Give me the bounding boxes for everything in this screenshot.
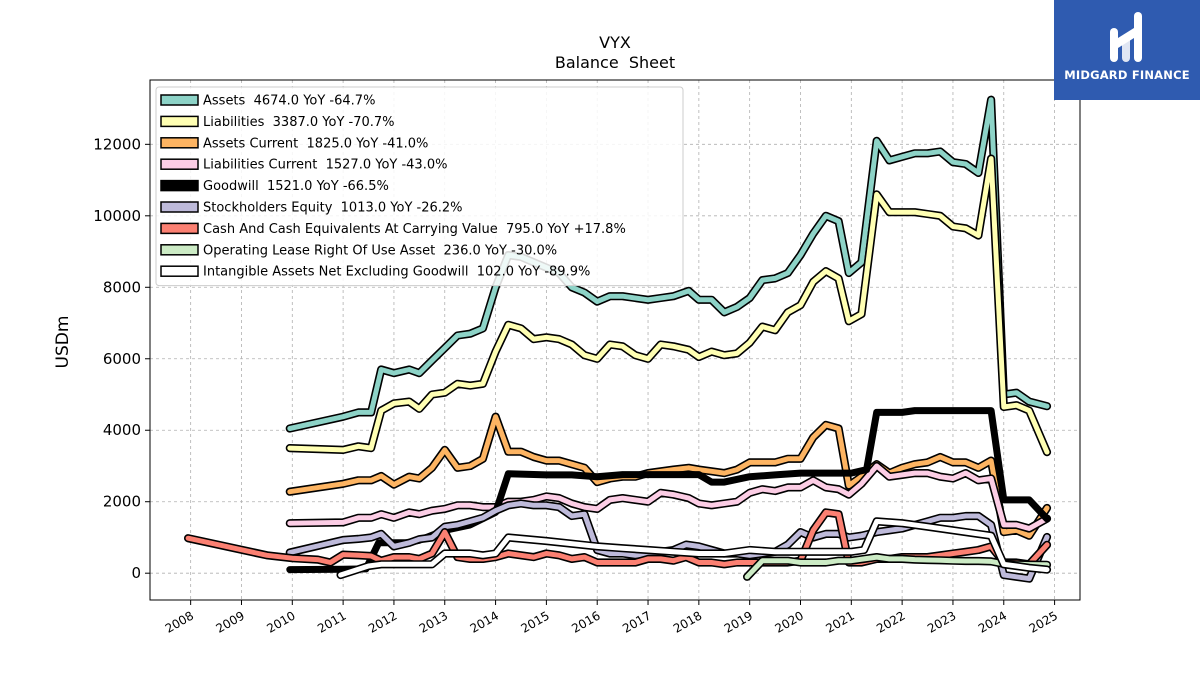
chart-title: VYX [599,33,631,52]
series-line [285,461,1052,533]
series-line-fill [287,156,1050,455]
legend-swatch [160,265,199,277]
x-tick-label: 2011 [315,608,348,635]
y-tick-label: 10000 [93,207,141,225]
legend-swatch [160,158,199,170]
x-tick-label: 2017 [620,608,653,635]
x-tick-label: 2020 [773,608,806,635]
series-line-fill [744,554,1050,580]
x-tick-label: 2021 [823,608,856,635]
plot-frame [149,79,1081,601]
x-tick-label: 2016 [569,608,602,635]
legend-label: Liabilities 3387.0 YoY -70.7% [203,115,395,130]
legend-swatch [160,179,199,192]
legend-box [155,86,684,287]
y-tick-label: 8000 [103,278,141,296]
x-tick-label: 2010 [264,608,297,635]
series-line [743,553,1052,581]
y-tick-label: 12000 [93,135,141,153]
series-line-fill [287,97,1050,431]
x-tick-label: 2018 [671,608,704,635]
series-line-fill [287,414,1050,539]
legend-swatch [160,115,199,128]
legend-label: Assets 4674.0 YoY -64.7% [203,94,375,109]
series-line [285,95,1052,433]
legend-label: Liabilities Current 1527.0 YoY -43.0% [203,158,447,173]
x-tick-label: 2022 [874,608,907,635]
y-tick-label: 2000 [103,493,141,511]
legend: Assets 4674.0 YoY -64.7% Liabilities 3387… [155,86,684,287]
chart-subtitle: Balance Sheet [555,53,675,72]
ticks-layer: 2008 2009 2010 2011 2012 2013 2014 2015 2016 2017… [93,135,1060,636]
series-layer [184,95,1052,583]
x-tick-label: 2015 [518,608,551,635]
legend-label: Operating Lease Right Of Use Asset 236.0… [203,243,557,258]
brand-logo-icon [1110,12,1142,62]
brand-logo: MIDGARD FINANCE [1054,0,1200,100]
legend-label: Intangible Assets Net Excluding Goodwill… [203,265,590,280]
y-tick-label: 0 [131,564,141,582]
x-tick-label: 2014 [468,608,501,635]
series-line-fill [338,518,1050,578]
legend-swatch [160,137,199,149]
y-tick-label: 4000 [103,421,141,439]
x-tick-label: 2008 [163,608,196,635]
x-tick-label: 2009 [214,608,247,635]
legend-label: Goodwill 1521.0 YoY -66.5% [203,179,389,194]
x-tick-label: 2013 [417,608,450,635]
x-tick-label: 2024 [976,608,1009,635]
legend-label: Cash And Cash Equivalents At Carrying Va… [203,222,626,237]
x-tick-label: 2025 [1027,608,1060,635]
series-line [285,154,1052,457]
y-tick-label: 6000 [103,350,141,368]
legend-label: Stockholders Equity 1013.0 YoY -26.2% [203,201,463,216]
x-tick-label: 2019 [722,608,755,635]
x-tick-label: 2012 [366,608,399,635]
series-line-fill [287,463,1050,531]
legend-swatch [160,244,199,256]
legend-swatch [160,201,199,213]
series-line [285,412,1052,540]
legend-swatch [160,94,199,106]
legend-swatch [160,222,199,235]
legend-label: Assets Current 1825.0 YoY -41.0% [203,136,428,151]
y-axis-label: USDm [53,316,73,369]
brand-name: MIDGARD FINANCE [1064,68,1190,82]
series-line [336,517,1052,580]
x-tick-label: 2023 [925,608,958,635]
